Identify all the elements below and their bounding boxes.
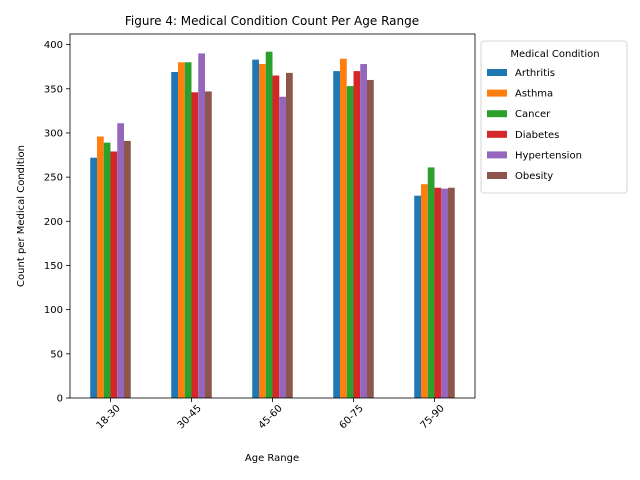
y-tick-label: 300 bbox=[44, 128, 63, 139]
chart-title: Figure 4: Medical Condition Count Per Ag… bbox=[125, 14, 419, 28]
legend-label-cancer: Cancer bbox=[515, 109, 551, 120]
legend-title: Medical Condition bbox=[510, 49, 599, 60]
bar-diabetes-75-90 bbox=[434, 187, 442, 398]
bar-cancer-30-45 bbox=[184, 62, 192, 399]
y-tick-label: 200 bbox=[44, 217, 63, 228]
y-tick-label: 350 bbox=[44, 84, 63, 95]
bar-asthma-30-45 bbox=[178, 62, 185, 399]
bar-diabetes-30-45 bbox=[191, 92, 199, 398]
bar-arthritis-75-90 bbox=[414, 195, 421, 398]
bar-obesity-30-45 bbox=[205, 91, 212, 399]
bar-arthritis-60-75 bbox=[333, 71, 340, 399]
y-axis-label: Count per Medical Condition bbox=[16, 145, 27, 287]
bar-hypertension-60-75 bbox=[360, 64, 367, 398]
x-axis: 18-30 30-45 45-60 60-75 75-90 bbox=[95, 398, 447, 431]
bar-hypertension-30-45 bbox=[198, 53, 205, 398]
legend-label-asthma: Asthma bbox=[515, 89, 553, 100]
legend-swatch-arthritis bbox=[487, 69, 507, 76]
bar-diabetes-18-30 bbox=[110, 151, 118, 398]
x-tick-label: 60-75 bbox=[338, 403, 366, 431]
bar-cancer-18-30 bbox=[103, 142, 111, 398]
legend-swatch-obesity bbox=[487, 172, 507, 179]
y-axis: 0 50 100 150 200 250 300 350 400 bbox=[44, 40, 70, 405]
legend-label-obesity: Obesity bbox=[515, 171, 553, 182]
legend-label-arthritis: Arthritis bbox=[515, 68, 555, 79]
legend-swatch-cancer bbox=[487, 110, 507, 118]
y-tick-label: 250 bbox=[44, 173, 63, 184]
x-tick-label: 45-60 bbox=[257, 403, 285, 431]
bar-hypertension-75-90 bbox=[441, 188, 448, 398]
bar-asthma-60-75 bbox=[340, 58, 347, 399]
bar-diabetes-60-75 bbox=[353, 71, 361, 399]
legend-label-hypertension: Hypertension bbox=[515, 150, 582, 161]
bar-arthritis-18-30 bbox=[90, 157, 97, 398]
bar-asthma-45-60 bbox=[259, 64, 266, 398]
bars-group bbox=[90, 51, 455, 399]
legend-label-diabetes: Diabetes bbox=[515, 130, 559, 141]
bar-cancer-75-90 bbox=[427, 167, 435, 398]
y-tick-label: 100 bbox=[44, 305, 63, 316]
bar-asthma-18-30 bbox=[97, 136, 104, 399]
bar-hypertension-45-60 bbox=[279, 96, 286, 398]
bar-obesity-60-75 bbox=[367, 79, 374, 398]
bar-obesity-75-90 bbox=[448, 187, 455, 398]
y-tick-label: 150 bbox=[44, 261, 63, 272]
y-tick-label: 50 bbox=[50, 349, 63, 360]
x-axis-label: Age Range bbox=[245, 453, 299, 464]
bar-hypertension-18-30 bbox=[117, 123, 124, 398]
legend: Medical Condition Arthritis Asthma Cancer D… bbox=[480, 40, 628, 194]
x-tick-label: 18-30 bbox=[95, 403, 123, 431]
x-tick-label: 30-45 bbox=[176, 403, 204, 431]
bar-asthma-75-90 bbox=[421, 184, 428, 398]
bar-cancer-45-60 bbox=[265, 51, 273, 399]
legend-box bbox=[480, 40, 628, 194]
bar-arthritis-45-60 bbox=[252, 59, 259, 399]
legend-swatch-hypertension bbox=[487, 151, 507, 159]
x-tick-label: 75-90 bbox=[419, 403, 447, 431]
y-tick-label: 0 bbox=[57, 394, 63, 405]
bar-obesity-18-30 bbox=[124, 140, 131, 398]
bar-obesity-45-60 bbox=[286, 72, 293, 399]
legend-swatch-asthma bbox=[487, 89, 507, 97]
bar-arthritis-30-45 bbox=[171, 71, 178, 399]
legend-swatch-diabetes bbox=[487, 130, 507, 138]
y-tick-label: 400 bbox=[44, 40, 63, 51]
bar-diabetes-45-60 bbox=[272, 75, 280, 399]
bar-cancer-60-75 bbox=[346, 86, 354, 398]
